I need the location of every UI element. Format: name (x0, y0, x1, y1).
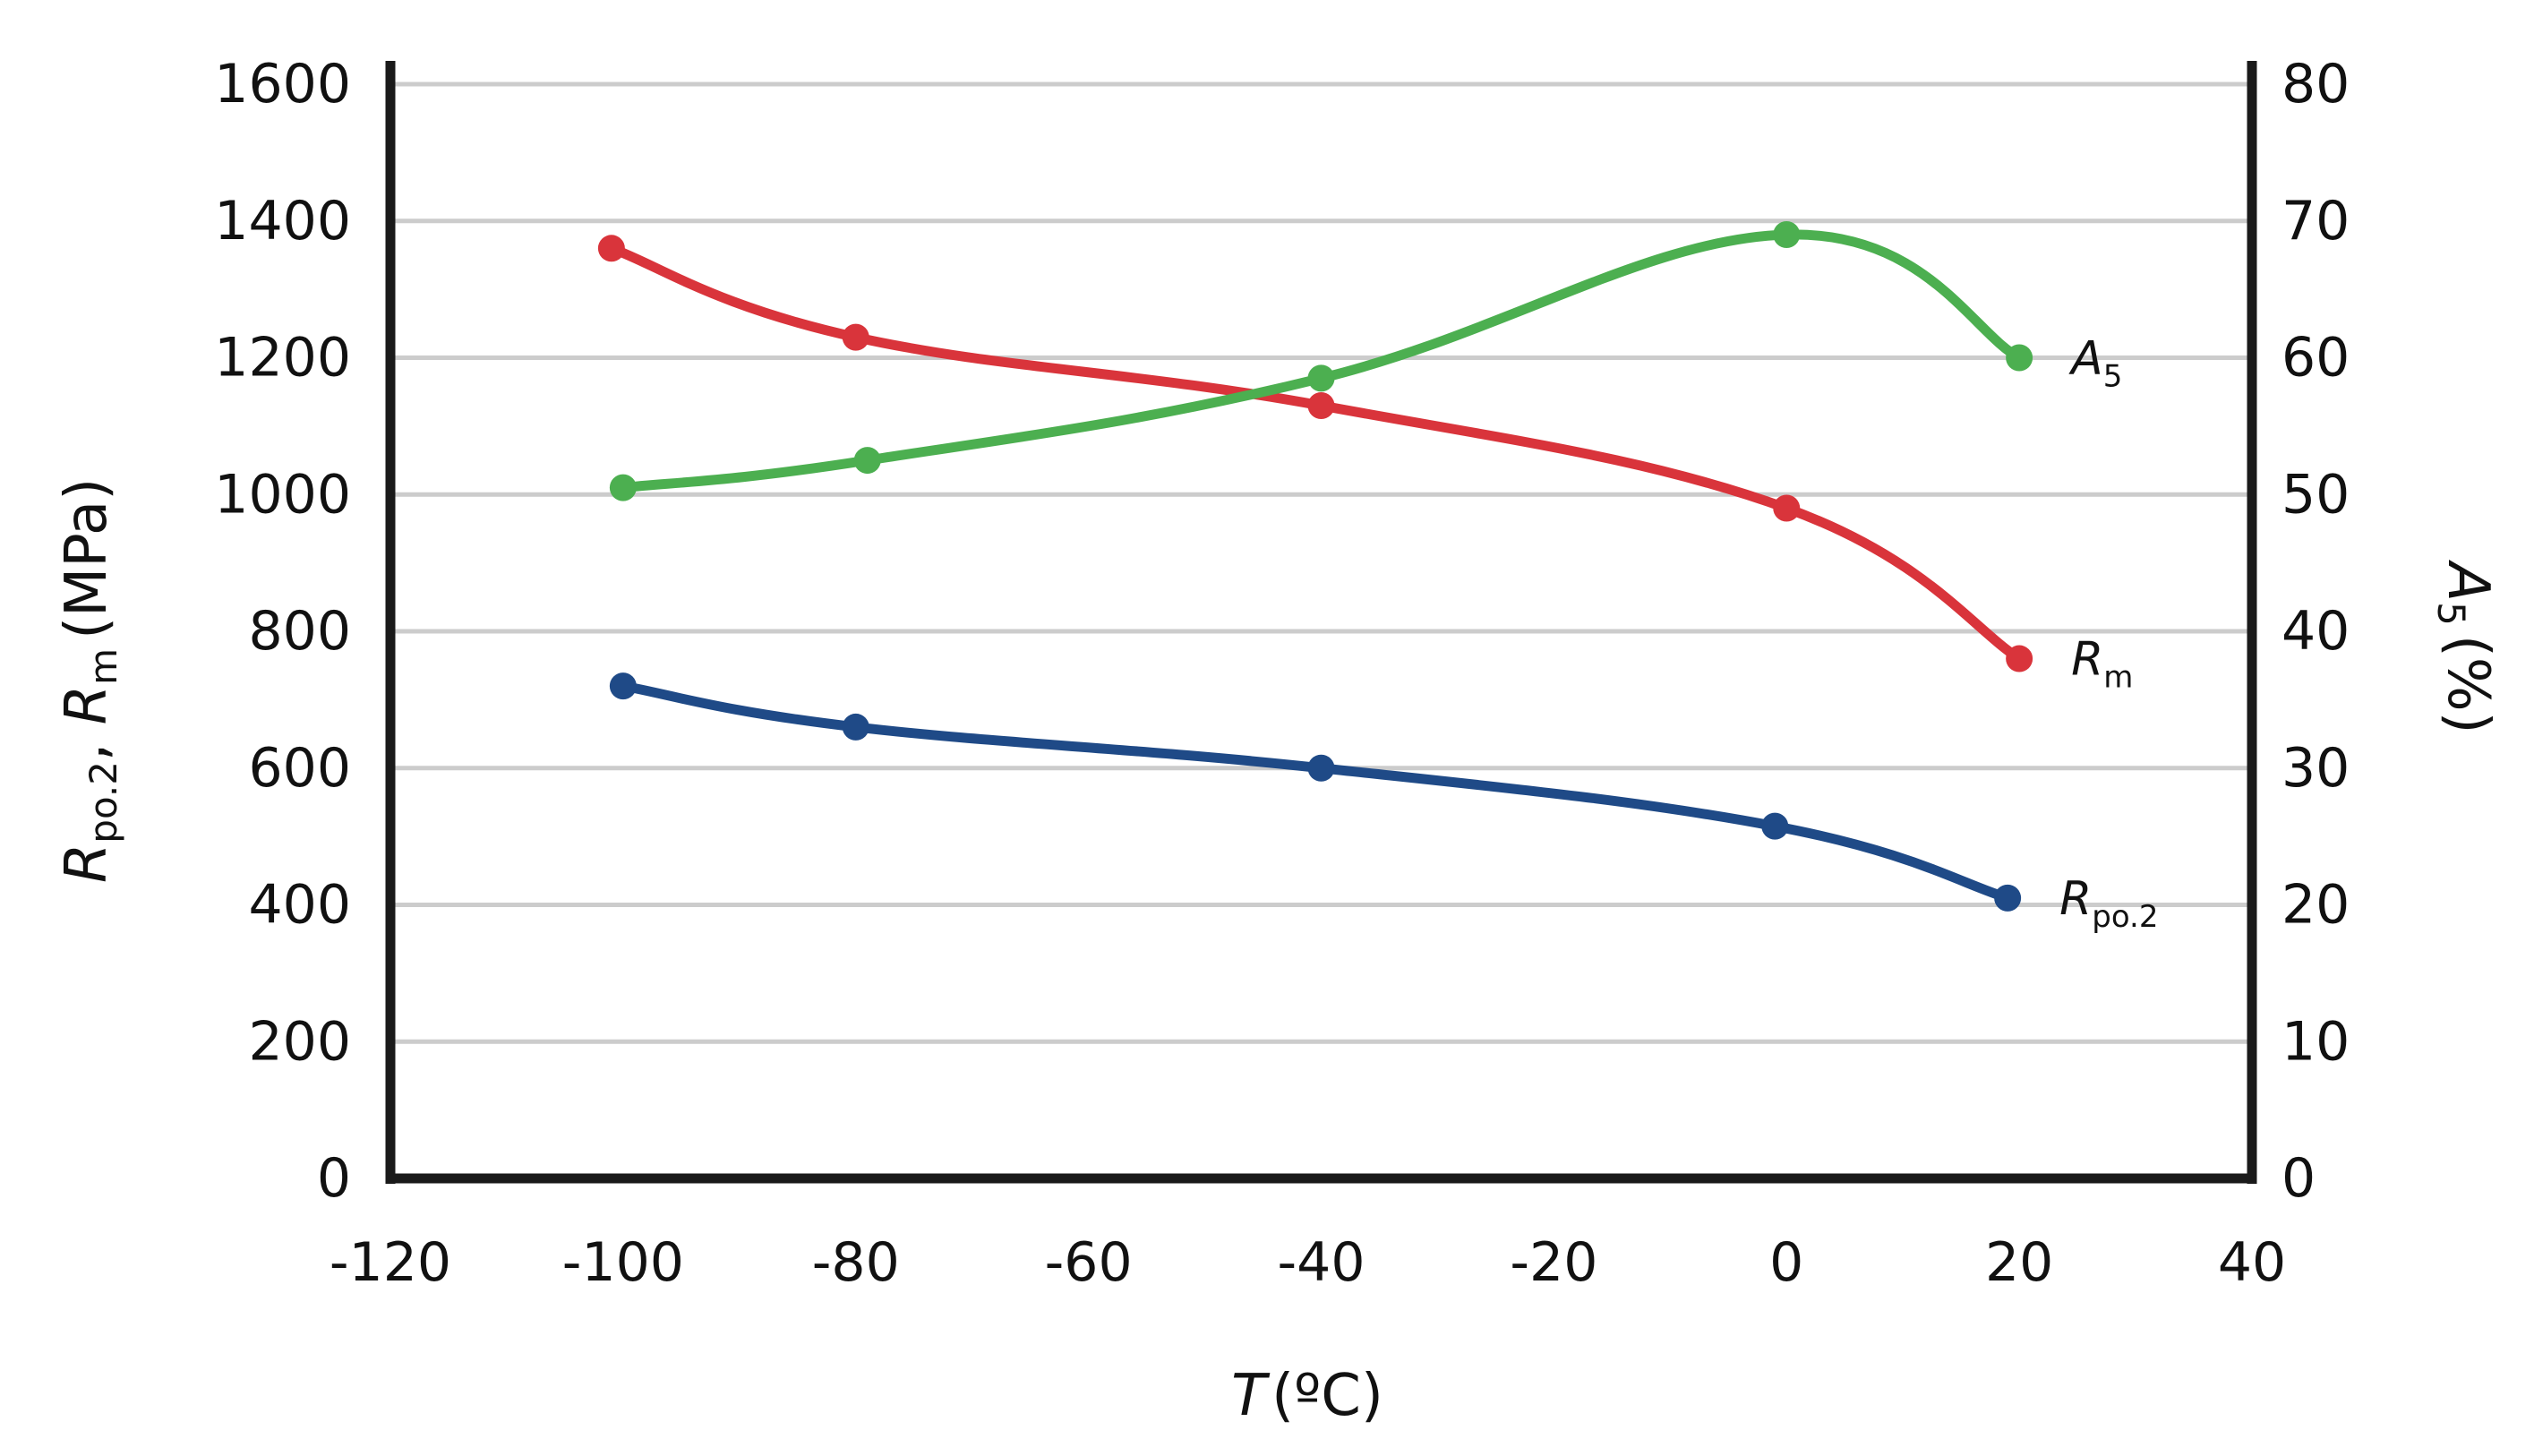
x-tick-label: -20 (1510, 1231, 1597, 1294)
series-label-r-po-2: Rpo.2 (2059, 872, 2158, 935)
y-left-tick-label: 400 (248, 874, 351, 937)
data-point-r-m (597, 235, 625, 262)
series-layer (597, 221, 2033, 912)
x-axis-title: T(ºC) (1231, 1363, 1383, 1429)
y-right-tick-label: 60 (2281, 327, 2350, 390)
y-right-tick-label: 10 (2281, 1010, 2350, 1073)
y-left-tick-label: 1200 (214, 327, 351, 390)
data-point-r-m (1307, 391, 1335, 419)
gridlines (390, 81, 2252, 1044)
left-axis-title: Rpo.2, Rm(MPa) (54, 478, 125, 883)
y-right-tick-label: 70 (2281, 190, 2350, 253)
y-left-tick-label: 200 (248, 1010, 351, 1073)
data-point-r-po-2 (609, 672, 637, 700)
x-tick-label: -120 (330, 1231, 451, 1294)
series-label-r-m: Rm (2071, 633, 2133, 696)
x-tick-label: -80 (812, 1231, 900, 1294)
series-line-r-po-2 (618, 681, 2013, 904)
data-point-a-5 (609, 474, 637, 501)
y-right-tick-label: 40 (2281, 600, 2350, 663)
y-right-tick-label: 80 (2281, 53, 2350, 116)
right-axis-title: A5(%) (2429, 559, 2501, 733)
x-tick-label: 0 (1769, 1231, 1803, 1294)
x-tick-label: -60 (1045, 1231, 1133, 1294)
tick-labels: 0200400600800100012001400160001020304050… (214, 53, 2350, 1294)
y-left-tick-label: 800 (248, 600, 351, 663)
y-left-tick-label: 1000 (214, 463, 351, 526)
y-left-tick-label: 1600 (214, 53, 351, 116)
data-point-a-5 (853, 447, 881, 475)
series-label-a-5: A5 (2068, 332, 2122, 395)
y-right-tick-label: 50 (2281, 463, 2350, 526)
data-point-r-po-2 (1761, 812, 1789, 840)
data-point-r-po-2 (1307, 754, 1335, 782)
series-line-r-m (606, 243, 2025, 664)
data-point-r-po-2 (1994, 884, 2022, 912)
y-right-tick-label: 0 (2281, 1147, 2316, 1210)
data-point-a-5 (2006, 344, 2033, 372)
x-tick-label: 40 (2218, 1231, 2286, 1294)
data-point-r-m (1773, 494, 1801, 522)
data-point-r-po-2 (842, 713, 869, 741)
x-tick-label: -100 (562, 1231, 684, 1294)
series-line-a-5 (618, 229, 2025, 493)
y-right-tick-label: 20 (2281, 874, 2350, 937)
axes (385, 61, 2257, 1184)
y-right-tick-label: 30 (2281, 737, 2350, 800)
y-left-tick-label: 600 (248, 737, 351, 800)
y-left-tick-label: 1400 (214, 190, 351, 253)
series-labels: Rm A5 Rpo.2 (2059, 332, 2158, 935)
data-point-a-5 (1773, 221, 1801, 249)
data-point-r-m (842, 323, 869, 351)
data-point-r-m (2006, 645, 2033, 672)
y-left-tick-label: 0 (317, 1147, 351, 1210)
data-point-a-5 (1307, 364, 1335, 392)
x-tick-label: 20 (1985, 1231, 2053, 1294)
x-tick-label: -40 (1278, 1231, 1365, 1294)
